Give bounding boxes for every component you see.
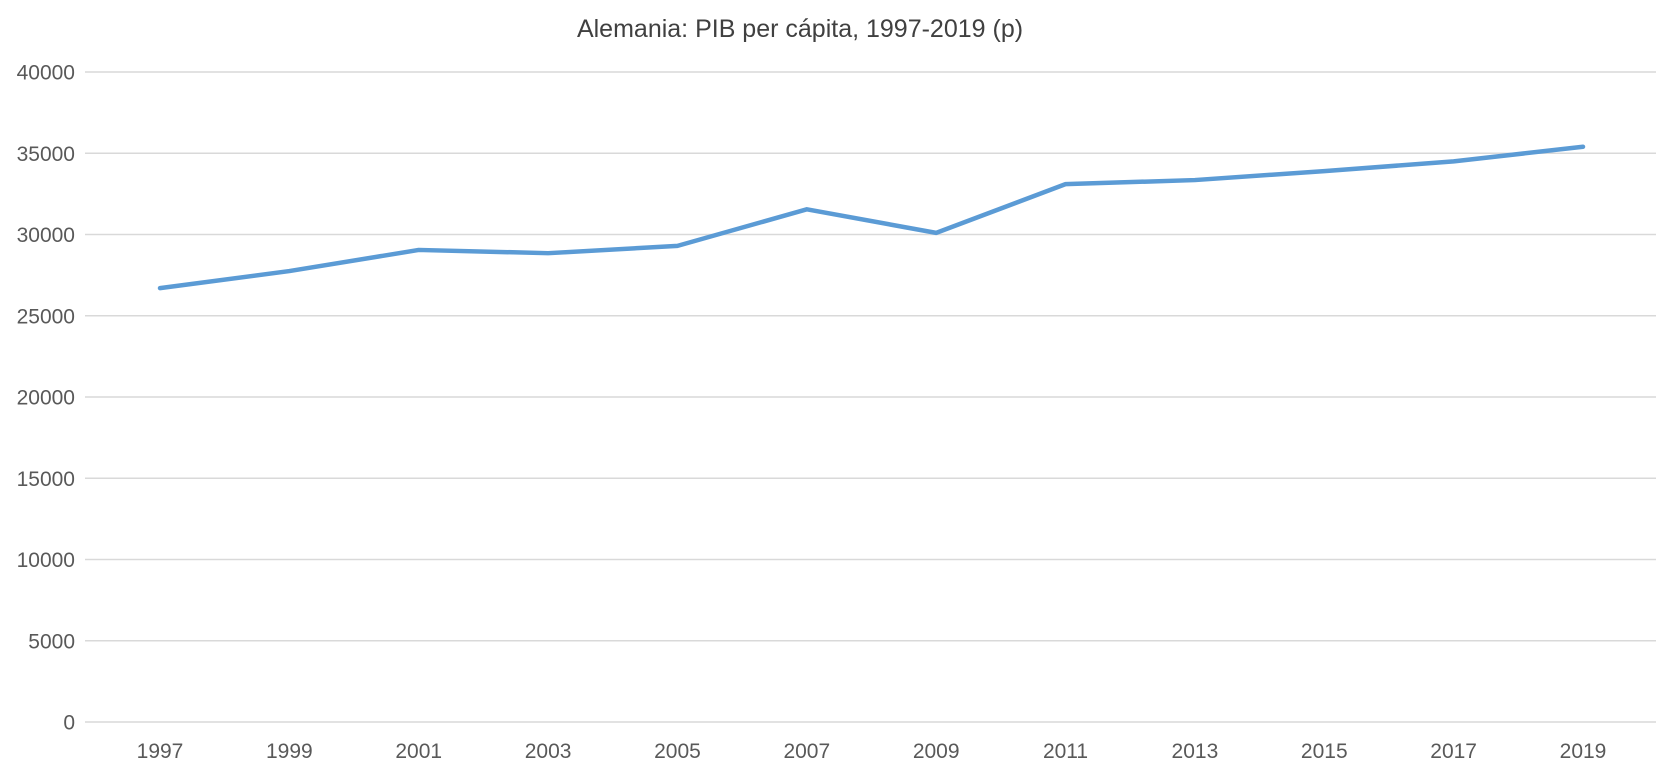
- y-tick-label: 20000: [17, 387, 75, 410]
- y-tick-label: 15000: [17, 468, 75, 491]
- y-tick-label: 25000: [17, 305, 75, 328]
- x-tick-label: 1997: [137, 740, 184, 763]
- x-tick-label: 1999: [266, 740, 313, 763]
- x-tick-label: 2005: [654, 740, 701, 763]
- data-line: [157, 144, 1586, 291]
- x-tick-label: 2015: [1301, 740, 1348, 763]
- x-tick-label: 2011: [1043, 740, 1088, 763]
- y-tick-label: 5000: [28, 630, 75, 653]
- x-tick-label: 2019: [1560, 740, 1607, 763]
- x-axis-labels-group: 1997 1999 2001 2003 2005 2007 2009 2011 2013 2015…: [137, 740, 1607, 763]
- y-tick-label: 40000: [17, 62, 75, 85]
- y-tick-label: 35000: [17, 143, 75, 166]
- x-tick-label: 2003: [525, 740, 572, 763]
- x-tick-label: 2007: [783, 740, 830, 763]
- gridlines-group: [85, 71, 1656, 723]
- y-tick-label: 0: [63, 712, 75, 735]
- y-axis-labels-group: 0 5000 10000 15000 20000 25000 30000 35000 40000: [17, 62, 75, 735]
- x-tick-label: 2001: [395, 740, 442, 763]
- x-tick-label: 2017: [1430, 740, 1477, 763]
- y-tick-label: 30000: [17, 224, 75, 247]
- y-tick-label: 10000: [17, 549, 75, 572]
- chart-title: Alemania: PIB per cápita, 1997-2019 (p): [577, 15, 1023, 43]
- x-tick-label: 2013: [1172, 740, 1219, 763]
- x-tick-label: 2009: [913, 740, 960, 763]
